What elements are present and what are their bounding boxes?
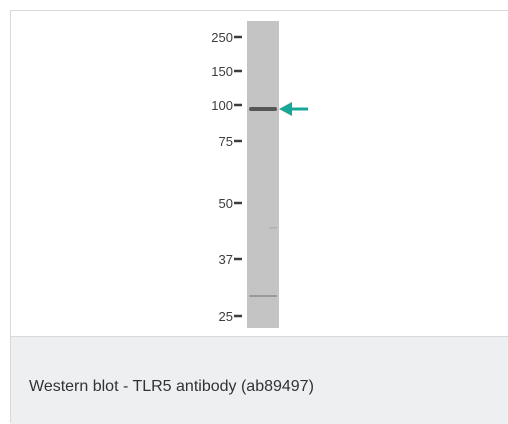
marker-label: 50	[219, 196, 233, 211]
faint-band	[249, 295, 277, 297]
figure-caption: Western blot - TLR5 antibody (ab89497)	[29, 378, 314, 395]
caption-bar: Western blot - TLR5 antibody (ab89497)	[11, 336, 508, 424]
gel-lane	[247, 21, 279, 328]
marker-label: 100	[211, 98, 233, 113]
lane-bands	[249, 107, 277, 297]
faint-band	[269, 227, 277, 229]
marker-label: 250	[211, 30, 233, 45]
marker-label: 37	[219, 252, 233, 267]
western-blot-image: 250 150 100 75 50 37 25	[11, 11, 508, 336]
marker-label: 25	[219, 309, 233, 324]
marker-ladder: 250 150 100 75 50 37 25	[211, 30, 242, 324]
marker-label: 75	[219, 134, 233, 149]
figure-card: 250 150 100 75 50 37 25 Western blot - TLR5 an…	[10, 10, 508, 424]
blot-figure: 250 150 100 75 50 37 25	[211, 21, 308, 328]
marker-label: 150	[211, 64, 233, 79]
target-band	[249, 107, 277, 111]
band-arrow-icon	[279, 102, 308, 116]
